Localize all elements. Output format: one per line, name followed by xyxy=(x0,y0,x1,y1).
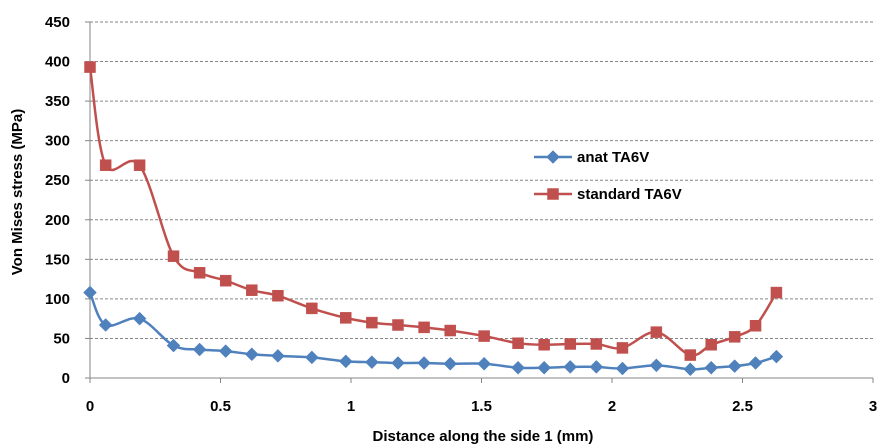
legend-label-0: anat TA6V xyxy=(577,149,649,166)
data-point-0-11 xyxy=(391,356,405,370)
y-tick-label-0: 0 xyxy=(62,370,70,387)
data-point-1-2 xyxy=(133,159,146,171)
y-tick-label-8: 400 xyxy=(45,54,70,71)
data-point-1-22 xyxy=(705,339,717,351)
data-point-0-7 xyxy=(271,348,285,363)
data-point-1-17 xyxy=(564,338,576,350)
y-tick-label-6: 300 xyxy=(45,133,70,150)
legend-marker-1 xyxy=(547,188,559,200)
y-tick-label-9: 450 xyxy=(45,14,70,31)
series-anat xyxy=(83,285,784,377)
series-line-1 xyxy=(88,66,778,357)
data-point-1-21 xyxy=(684,349,697,361)
data-point-0-0 xyxy=(83,285,97,300)
data-point-0-19 xyxy=(615,361,630,376)
legend-marker-0 xyxy=(546,150,560,164)
data-point-1-20 xyxy=(650,326,663,338)
data-point-0-18 xyxy=(589,360,604,374)
data-point-1-19 xyxy=(616,342,629,354)
y-tick-label-4: 200 xyxy=(45,212,70,229)
data-point-0-8 xyxy=(304,350,319,365)
data-point-0-24 xyxy=(748,356,763,370)
data-point-0-13 xyxy=(443,356,458,371)
data-point-1-23 xyxy=(728,331,741,343)
data-point-0-9 xyxy=(338,354,353,369)
data-point-0-5 xyxy=(218,344,233,358)
y-tick-label-2: 100 xyxy=(45,291,70,308)
data-point-1-3 xyxy=(167,250,180,262)
y-tick-label-3: 150 xyxy=(45,251,70,268)
data-point-0-1 xyxy=(98,318,113,332)
x-axis-title: Distance along the side 1 (mm) xyxy=(373,428,594,445)
data-point-0-21 xyxy=(683,362,698,377)
x-tick-label-3: 1.5 xyxy=(471,398,492,415)
x-tick-label-1: 0.5 xyxy=(210,398,231,415)
data-point-0-25 xyxy=(769,349,784,364)
data-point-1-1 xyxy=(99,159,112,171)
data-point-0-3 xyxy=(166,338,181,353)
data-point-1-10 xyxy=(366,316,378,329)
data-point-0-6 xyxy=(244,347,259,362)
data-point-0-10 xyxy=(365,355,379,370)
data-point-0-20 xyxy=(649,358,664,373)
data-point-1-7 xyxy=(272,289,284,302)
data-point-1-0 xyxy=(84,61,96,73)
data-point-1-14 xyxy=(478,330,490,342)
data-point-1-15 xyxy=(512,337,524,349)
data-point-0-23 xyxy=(727,359,742,373)
data-point-0-16 xyxy=(537,360,551,375)
x-tick-label-2: 1 xyxy=(347,398,355,415)
data-point-1-16 xyxy=(538,339,550,351)
data-point-1-5 xyxy=(219,274,232,287)
x-tick-label-5: 2.5 xyxy=(732,398,753,415)
y-axis-title: Von Mises stress (MPa) xyxy=(9,109,26,275)
x-tick-label-4: 2 xyxy=(608,398,616,415)
x-tick-label-6: 3 xyxy=(869,398,877,415)
data-point-1-9 xyxy=(340,312,352,324)
data-point-0-4 xyxy=(192,342,207,357)
data-point-1-25 xyxy=(770,286,783,299)
series xyxy=(83,61,784,377)
data-point-0-14 xyxy=(477,356,491,371)
y-tick-label-7: 350 xyxy=(45,93,70,110)
data-point-1-8 xyxy=(306,302,318,315)
data-point-1-12 xyxy=(418,321,430,334)
data-point-0-2 xyxy=(132,311,147,326)
data-point-0-17 xyxy=(563,360,578,374)
legend: anat TA6V standard TA6V xyxy=(534,149,682,203)
data-point-1-18 xyxy=(590,338,603,350)
data-point-1-24 xyxy=(749,320,762,332)
series-line-0 xyxy=(88,292,777,371)
tick-labels: 0 50 100 150 200 250 300 350 400 450 0 0.5 1 1.5 2 2.5 3 xyxy=(45,14,877,415)
data-point-1-4 xyxy=(193,267,206,279)
y-tick-label-1: 50 xyxy=(53,330,70,347)
x-tick-label-0: 0 xyxy=(86,398,94,415)
gridlines xyxy=(90,21,873,339)
legend-label-1: standard TA6V xyxy=(577,186,682,203)
data-point-1-13 xyxy=(444,324,456,337)
data-point-0-22 xyxy=(704,360,719,375)
data-point-1-6 xyxy=(246,284,258,296)
series-standard xyxy=(84,61,783,361)
data-point-0-15 xyxy=(511,360,525,375)
y-tick-label-5: 250 xyxy=(45,172,70,189)
data-point-1-11 xyxy=(392,319,404,331)
data-point-0-12 xyxy=(417,356,431,370)
